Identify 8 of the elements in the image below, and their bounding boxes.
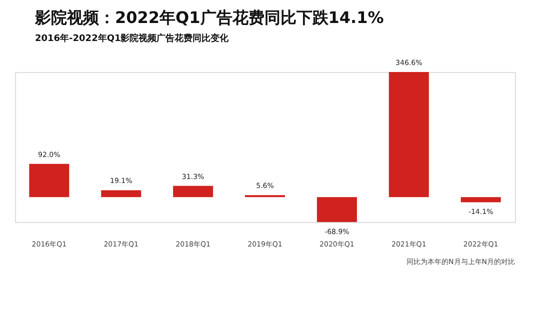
chart-subtitle: 2016年-2022年Q1影院视频广告花费同比变化 — [35, 33, 230, 44]
bar — [173, 186, 214, 198]
bar — [316, 197, 357, 222]
chart-title: 影院视频：2022年Q1广告花费同比下跌14.1% — [34, 8, 384, 27]
bar — [29, 164, 70, 198]
bar — [460, 197, 501, 202]
bar — [388, 72, 429, 198]
bar — [101, 190, 142, 198]
